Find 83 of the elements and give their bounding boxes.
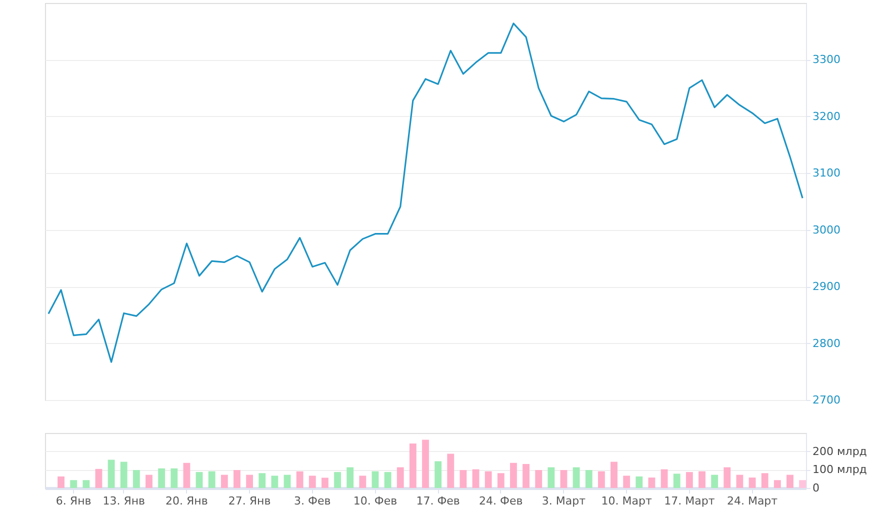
x-tick-label: 10. Март <box>601 494 652 508</box>
bar <box>724 467 731 488</box>
bar <box>572 467 580 488</box>
y-tick-label: 3000 <box>812 223 840 236</box>
y-tick-label: 200 млрд <box>812 444 868 458</box>
bar <box>660 469 668 488</box>
line-series <box>48 22 804 363</box>
bar <box>271 476 278 488</box>
bar <box>308 476 316 488</box>
bar <box>82 480 90 488</box>
x-tick-label: 24. Фев <box>479 494 523 508</box>
bar <box>447 454 454 488</box>
bar <box>296 471 304 488</box>
bar <box>322 478 328 488</box>
bar <box>359 476 366 488</box>
bar <box>422 440 429 488</box>
bar <box>346 467 354 488</box>
bar <box>560 470 568 488</box>
y-tick-label: 2700 <box>812 394 840 406</box>
bar <box>774 480 781 488</box>
bar <box>132 470 140 488</box>
y-tick-label: 3100 <box>812 166 840 180</box>
x-tick-label: 24. Март <box>726 494 778 508</box>
bar <box>208 471 216 488</box>
bar <box>372 471 379 488</box>
bar <box>585 470 592 488</box>
x-tick-label: 17. Март <box>664 494 716 508</box>
x-tick-label: 17. Фев <box>416 494 460 508</box>
x-tick-label: 3. Фев <box>294 494 331 508</box>
x-tick-label: 10. Фев <box>353 494 398 508</box>
bar <box>636 476 643 488</box>
bar <box>736 474 744 488</box>
bar <box>460 470 467 488</box>
y-tick-label: 100 млрд <box>812 463 868 476</box>
y-tick-label: 2800 <box>812 336 840 350</box>
y-tick-label: 2900 <box>812 280 840 294</box>
bar <box>497 473 504 488</box>
bar <box>183 462 190 488</box>
bar <box>170 468 178 488</box>
bar <box>799 480 806 488</box>
bar <box>409 443 416 488</box>
bar <box>610 462 618 488</box>
bar <box>284 474 291 488</box>
bar <box>434 461 442 488</box>
x-tick-label: 20. Янв <box>166 494 208 508</box>
x-tick-label: 3. Март <box>542 494 586 508</box>
bar <box>70 480 78 488</box>
bar <box>108 460 115 488</box>
bar <box>711 474 718 488</box>
x-tick-label: 27. Янв <box>228 494 271 508</box>
y-tick-label: 3200 <box>812 110 840 123</box>
x-tick-label: 6. Янв <box>56 494 92 508</box>
bar <box>761 473 768 488</box>
y-tick-label: 3300 <box>812 53 840 66</box>
bar <box>686 472 693 488</box>
bar <box>120 462 128 488</box>
bar <box>58 476 64 488</box>
bar <box>196 472 203 488</box>
bar <box>158 468 166 488</box>
bar <box>484 471 492 488</box>
bar <box>623 476 630 488</box>
bar <box>786 474 794 488</box>
bar <box>220 474 228 488</box>
bar <box>95 468 102 488</box>
bar <box>384 472 392 488</box>
y-tick-label: 0 <box>812 482 820 494</box>
x-tick-label: 13. Янв <box>102 494 146 508</box>
bar <box>246 474 253 488</box>
bar <box>598 471 605 488</box>
bar <box>146 474 152 488</box>
bar <box>548 467 555 488</box>
bar <box>748 478 756 488</box>
bar <box>510 462 517 488</box>
bar <box>648 478 656 488</box>
bar <box>698 471 706 488</box>
bar <box>334 472 341 488</box>
bar <box>522 464 530 488</box>
bar <box>535 470 542 488</box>
bar <box>234 470 240 488</box>
bar <box>258 473 266 488</box>
bar <box>396 467 404 488</box>
bar <box>472 469 480 488</box>
bar <box>673 474 680 488</box>
